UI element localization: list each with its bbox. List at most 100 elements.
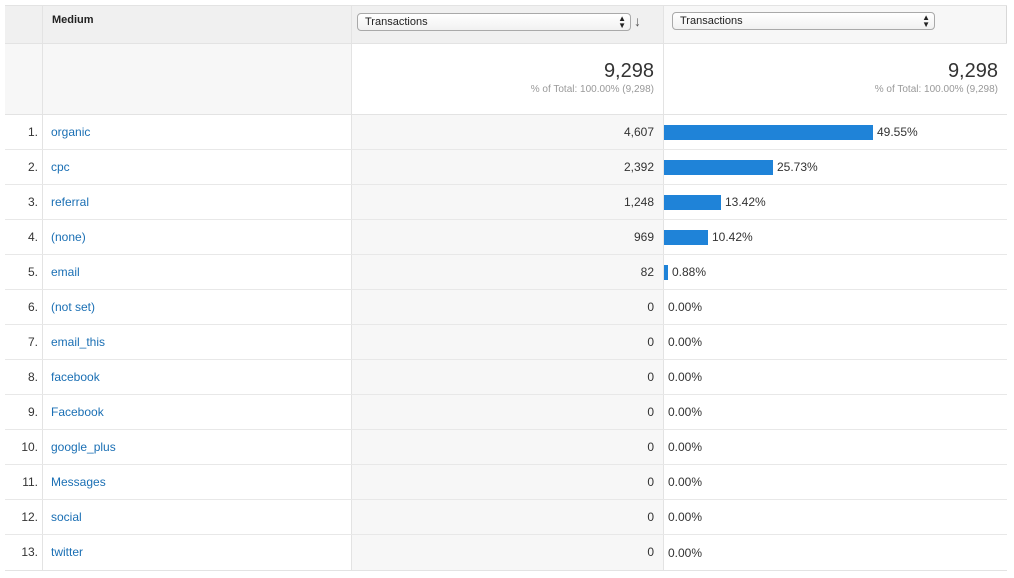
table-row: 3. referral 1,248 13.42%	[5, 185, 1007, 220]
row-transactions: 0	[351, 395, 663, 429]
row-index: 7.	[27, 335, 38, 349]
medium-link[interactable]: email	[51, 265, 80, 279]
row-medium-cell: facebook	[42, 360, 351, 394]
row-index: 2.	[27, 160, 38, 174]
table-body: 1. organic 4,607 49.55% 2. cpc 2,392 25.73% 3. re…	[5, 115, 1007, 570]
table-row: 2. cpc 2,392 25.73%	[5, 150, 1007, 185]
total-transactions-sub: % of Total: 100.00% (9,298)	[530, 84, 654, 95]
medium-link[interactable]: cpc	[51, 160, 70, 174]
medium-link[interactable]: referral	[51, 195, 90, 209]
medium-column-header[interactable]: Medium	[42, 6, 351, 43]
row-medium-cell: organic	[42, 115, 351, 149]
sort-down-arrow-icon[interactable]: ↓	[634, 13, 641, 29]
select-arrows-icon: ▲ ▼	[922, 13, 930, 29]
table-row: 13. twitter 0 0.00%	[5, 535, 1007, 570]
row-percent: 0.88%	[672, 265, 707, 279]
metric-column-header: Transactions ▲ ▼ ↓	[351, 6, 663, 43]
row-transactions: 0	[351, 325, 663, 359]
report-table: Medium Transactions ▲ ▼ ↓ Transactions ▲ ▼…	[5, 5, 1007, 571]
row-percent-cell: 0.00%	[663, 430, 1007, 464]
row-percent: 10.42%	[712, 230, 753, 244]
metric-select-1[interactable]: Transactions ▲ ▼	[357, 13, 631, 31]
row-percent: 0.00%	[668, 370, 703, 384]
metric-select-2-label: Transactions	[680, 15, 743, 27]
row-medium-cell: referral	[42, 185, 351, 219]
row-percent-cell: 25.73%	[663, 150, 1007, 184]
medium-link[interactable]: facebook	[51, 370, 100, 384]
row-index: 11.	[22, 475, 38, 489]
percent-bar	[664, 264, 668, 280]
row-index: 8.	[27, 370, 38, 384]
row-transactions: 0	[351, 430, 663, 464]
totals-value-cell: 9,298 % of Total: 100.00% (9,298)	[351, 44, 663, 114]
row-index: 10.	[21, 440, 38, 454]
row-transactions: 82	[351, 255, 663, 289]
totals-row: 9,298 % of Total: 100.00% (9,298) 9,298 …	[5, 44, 1007, 115]
totals-medium-cell	[42, 44, 351, 114]
table-header: Medium Transactions ▲ ▼ ↓ Transactions ▲ ▼	[5, 6, 1007, 44]
row-medium-cell: (not set)	[42, 290, 351, 324]
header-index-cell	[5, 6, 42, 43]
row-percent: 49.55%	[877, 125, 918, 139]
medium-link[interactable]: social	[51, 510, 82, 524]
table-row: 9. Facebook 0 0.00%	[5, 395, 1007, 430]
row-transactions: 969	[351, 220, 663, 254]
table-row: 10. google_plus 0 0.00%	[5, 430, 1007, 465]
row-transactions: 0	[351, 360, 663, 394]
row-percent: 25.73%	[777, 160, 818, 174]
row-percent: 0.00%	[668, 440, 703, 454]
row-index: 12.	[21, 510, 38, 524]
totals-percent-cell: 9,298 % of Total: 100.00% (9,298)	[663, 44, 1007, 114]
row-index: 3.	[27, 195, 38, 209]
row-percent-cell: 0.00%	[663, 325, 1007, 359]
row-index: 1.	[27, 125, 38, 139]
row-percent: 0.00%	[668, 335, 703, 349]
row-index: 5.	[27, 265, 38, 279]
medium-link[interactable]: organic	[51, 125, 91, 139]
total-percent-sub: % of Total: 100.00% (9,298)	[874, 84, 998, 95]
row-transactions: 0	[351, 500, 663, 534]
medium-link[interactable]: (not set)	[51, 300, 96, 314]
table-row: 12. social 0 0.00%	[5, 500, 1007, 535]
table-row: 1. organic 4,607 49.55%	[5, 115, 1007, 150]
row-percent-cell: 0.00%	[663, 500, 1007, 534]
row-transactions: 0	[351, 535, 663, 570]
row-percent-cell: 0.00%	[663, 360, 1007, 394]
table-row: 8. facebook 0 0.00%	[5, 360, 1007, 395]
row-percent-cell: 0.88%	[663, 255, 1007, 289]
row-medium-cell: google_plus	[42, 430, 351, 464]
row-index: 9.	[27, 405, 38, 419]
row-percent-cell: 49.55%	[663, 115, 1007, 149]
row-transactions: 4,607	[351, 115, 663, 149]
row-percent: 0.00%	[668, 545, 703, 560]
row-percent-cell: 0.00%	[663, 395, 1007, 429]
row-medium-cell: email_this	[42, 325, 351, 359]
medium-link[interactable]: twitter	[51, 545, 84, 559]
row-index: 6.	[27, 300, 38, 314]
metric-select-2[interactable]: Transactions ▲ ▼	[672, 12, 935, 30]
percent-bar	[664, 229, 708, 245]
row-medium-cell: (none)	[42, 220, 351, 254]
row-medium-cell: cpc	[42, 150, 351, 184]
percent-bar	[664, 159, 773, 175]
medium-link[interactable]: Messages	[51, 475, 106, 489]
metric-select-1-label: Transactions	[365, 16, 428, 28]
medium-link[interactable]: email_this	[51, 335, 106, 349]
row-medium-cell: Messages	[42, 465, 351, 499]
percent-bar	[664, 124, 873, 140]
comparison-column-header: Transactions ▲ ▼	[663, 6, 1007, 43]
row-percent: 0.00%	[668, 300, 703, 314]
table-row: 7. email_this 0 0.00%	[5, 325, 1007, 360]
row-percent: 0.00%	[668, 405, 703, 419]
table-row: 4. (none) 969 10.42%	[5, 220, 1007, 255]
totals-index-cell	[5, 44, 42, 114]
select-arrows-icon: ▲ ▼	[618, 14, 626, 30]
row-medium-cell: twitter	[42, 535, 351, 570]
medium-link[interactable]: (none)	[51, 230, 86, 244]
medium-link[interactable]: Facebook	[51, 405, 104, 419]
total-percent-value: 9,298	[947, 60, 998, 82]
row-medium-cell: Facebook	[42, 395, 351, 429]
row-percent: 13.42%	[725, 195, 766, 209]
table-row: 6. (not set) 0 0.00%	[5, 290, 1007, 325]
medium-link[interactable]: google_plus	[51, 440, 116, 454]
